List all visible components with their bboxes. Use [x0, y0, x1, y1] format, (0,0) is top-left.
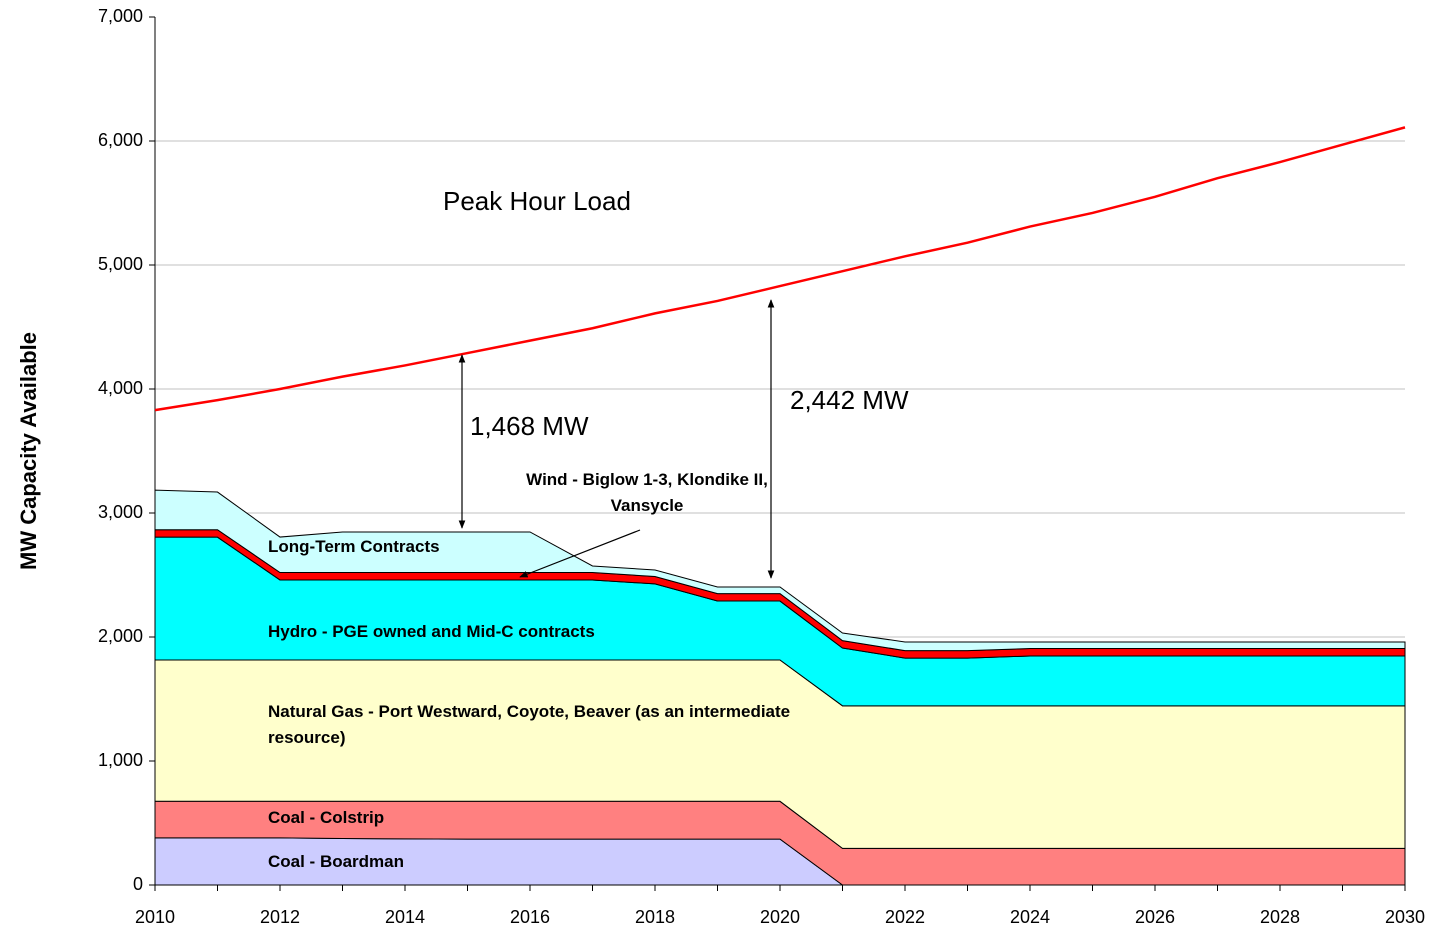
x-tick-label: 2020	[760, 907, 800, 927]
y-tick-label: 7,000	[98, 6, 143, 26]
y-tick-label: 3,000	[98, 502, 143, 522]
grid: 0 1,000 2,000 3,000 4,000 5,000 6,000 7,000 2010…	[98, 6, 1425, 927]
y-axis-label: MW Capacity Available	[16, 332, 41, 570]
line-label: Peak Hour Load	[443, 186, 631, 216]
pointer-arrow	[519, 529, 641, 578]
x-tick-label: 2024	[1010, 907, 1050, 927]
area-label: Hydro - PGE owned and Mid-C contracts	[268, 622, 595, 641]
annotation: 1,468 MW	[470, 411, 589, 441]
load-line	[154, 126, 1406, 412]
y-tick-label: 6,000	[98, 130, 143, 150]
x-tick-label: 2018	[635, 907, 675, 927]
area-label: Wind - Biglow 1-3, Klondike II, Vansycle	[526, 470, 768, 515]
y-tick-label: 2,000	[98, 626, 143, 646]
x-tick-label: 2026	[1135, 907, 1175, 927]
x-tick-label: 2022	[885, 907, 925, 927]
x-tick-label: 2030	[1385, 907, 1425, 927]
area-label: Natural Gas - Port Westward, Coyote, Bea…	[268, 702, 791, 747]
y-tick-label: 4,000	[98, 378, 143, 398]
annotation: 2,442 MW	[790, 385, 909, 415]
y-tick-label: 1,000	[98, 750, 143, 770]
area-label: Coal - Boardman	[268, 852, 405, 871]
y-tick-label: 5,000	[98, 254, 143, 274]
area-label: Coal - Colstrip	[268, 808, 385, 827]
y-tick-label: 0	[133, 874, 143, 894]
x-tick-label: 2016	[510, 907, 550, 927]
marks	[154, 126, 1406, 886]
x-tick-label: 2014	[385, 907, 425, 927]
x-tick-label: 2012	[260, 907, 300, 927]
area-label: Long-Term Contracts	[268, 537, 440, 556]
x-tick-label: 2010	[135, 907, 175, 927]
x-tick-label: 2028	[1260, 907, 1300, 927]
